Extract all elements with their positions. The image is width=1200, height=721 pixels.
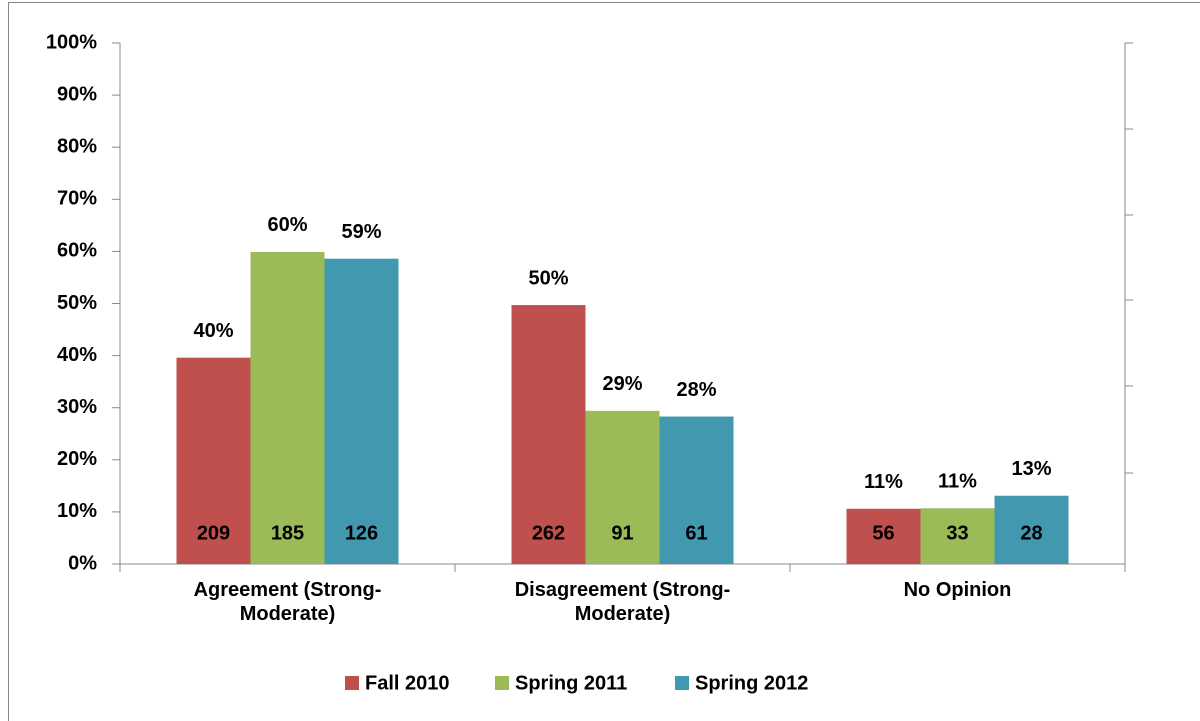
- legend-swatch: [345, 676, 359, 690]
- y-tick-label: 10%: [57, 500, 97, 522]
- y-tick-label: 90%: [57, 83, 97, 105]
- bar: [659, 416, 734, 564]
- bar: [511, 305, 586, 564]
- legend-label: Spring 2011: [515, 672, 627, 694]
- chart-border: [8, 2, 1200, 721]
- y-tick-label: 100%: [46, 31, 97, 53]
- x-tick-label: Agreement (Strong-Moderate): [193, 579, 382, 625]
- count-label: 33: [946, 522, 968, 544]
- y-tick-label: 40%: [57, 344, 97, 366]
- bar: [176, 357, 251, 564]
- count-label: 61: [685, 522, 707, 544]
- x-tick-label: Disagreement (Strong-Moderate): [514, 579, 731, 625]
- x-tick-label: No Opinion: [903, 579, 1012, 601]
- y-tick-label: 50%: [57, 292, 97, 314]
- y-tick-label: 80%: [57, 135, 97, 157]
- data-label: 28%: [676, 379, 716, 401]
- data-label: 11%: [864, 471, 903, 493]
- legend-swatch: [675, 676, 689, 690]
- count-label: 56: [872, 522, 894, 544]
- data-label: 11%: [938, 471, 977, 493]
- data-label: 50%: [528, 267, 568, 289]
- data-label: 29%: [602, 373, 642, 395]
- y-tick-label: 0%: [68, 552, 97, 574]
- bar: [994, 495, 1069, 564]
- data-label: 59%: [341, 221, 381, 243]
- y-tick-label: 70%: [57, 188, 97, 210]
- data-label: 13%: [1011, 458, 1051, 480]
- bar: [585, 410, 660, 564]
- bar: [250, 251, 325, 564]
- count-label: 209: [197, 522, 230, 544]
- y-tick-label: 60%: [57, 240, 97, 262]
- bar: [920, 508, 995, 564]
- y-tick-label: 20%: [57, 448, 97, 470]
- legend-swatch: [495, 676, 509, 690]
- bar: [846, 508, 921, 564]
- count-label: 185: [271, 522, 304, 544]
- legend-label: Spring 2012: [695, 672, 808, 694]
- count-label: 262: [532, 522, 565, 544]
- y-tick-label: 30%: [57, 396, 97, 418]
- legend-label: Fall 2010: [365, 672, 450, 694]
- data-label: 60%: [267, 214, 307, 236]
- count-label: 28: [1020, 522, 1042, 544]
- data-label: 40%: [193, 320, 233, 342]
- count-label: 126: [345, 522, 378, 544]
- bar: [324, 258, 399, 564]
- secondary-axis: [1124, 42, 1133, 564]
- count-label: 91: [611, 522, 633, 544]
